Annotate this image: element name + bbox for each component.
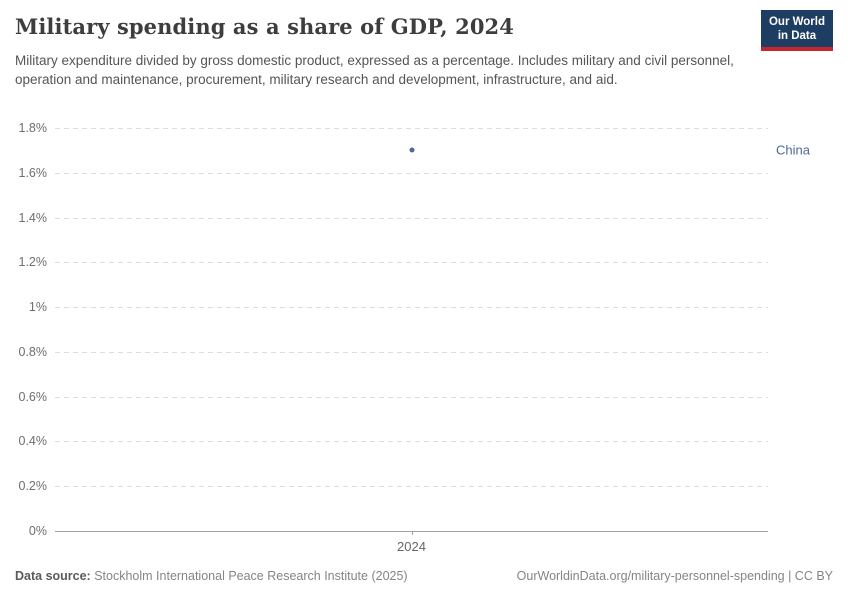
y-tick-label: 1.2% [18,255,48,270]
entity-label-column: China [776,128,848,531]
y-axis: 0% 0.2% 0.4% 0.6% 0.8% 1% 1.2% 1.4% 1.6% 1.8% [0,121,48,538]
y-tick-label: 0.6% [18,389,48,404]
x-axis-line [55,531,768,532]
x-tick-mark [411,531,413,535]
gridline [55,217,768,219]
attribution-link[interactable]: OurWorldinData.org/military-personnel-sp… [516,569,833,583]
gridline [55,396,768,398]
y-tick-label: 1.6% [18,165,48,180]
plot-area [55,128,768,535]
gridline [55,172,768,174]
y-tick-label: 1% [28,300,47,315]
x-axis: 2024 [55,538,768,556]
gridline [55,128,768,129]
data-source: Data source: Stockholm International Pea… [15,569,408,583]
owid-logo-line1: Our World [768,16,825,28]
y-tick-label: 0.8% [18,344,48,359]
gridline [55,441,768,443]
owid-logo-line2: in Data [777,30,817,42]
data-point-china[interactable] [409,147,414,153]
y-tick-label: 0.2% [18,479,48,494]
y-tick-label: 1.4% [18,210,48,225]
series-label-china[interactable]: China [776,142,810,158]
gridline [55,307,768,309]
gridline [55,262,768,264]
y-tick-label: 0.4% [18,434,48,449]
owid-logo[interactable]: Our World in Data [760,10,833,51]
data-source-value: Stockholm International Peace Research I… [94,569,408,583]
gridline [55,486,768,488]
y-tick-label: 0% [28,524,47,538]
x-tick-label: 2024 [397,539,426,554]
y-tick-label: 1.8% [18,121,48,135]
chart-subtitle: Military expenditure divided by gross do… [15,53,734,87]
data-source-label: Data source: [15,569,91,583]
chart-footer: Data source: Stockholm International Pea… [15,569,833,583]
gridline [55,351,768,353]
chart-title: Military spending as a share of GDP, 202… [15,14,514,39]
